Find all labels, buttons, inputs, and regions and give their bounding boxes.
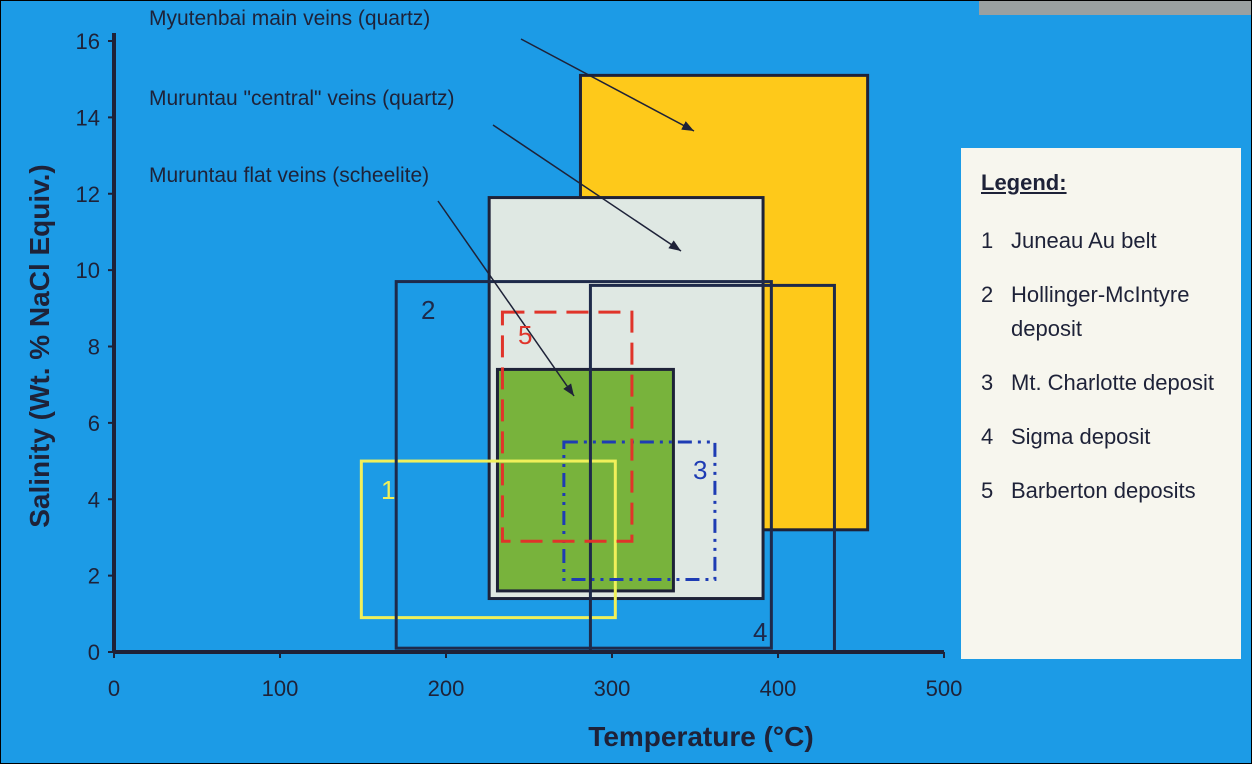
legend-label: Mt. Charlotte deposit <box>1011 370 1214 395</box>
box-label: 5 <box>518 320 532 350</box>
legend: Legend: 1 Juneau Au belt 2 Hollinger-McInty… <box>961 148 1241 659</box>
legend-title: Legend: <box>981 170 1067 195</box>
y-tick-label: 2 <box>88 564 100 589</box>
x-tick-label: 200 <box>428 676 465 701</box>
box-annotation: Myutenbai main veins (quartz) <box>149 7 430 30</box>
annotation-arrow <box>492 124 682 252</box>
legend-entry: 1 Juneau Au belt <box>981 224 1231 258</box>
legend-entry: 5 Barberton deposits <box>981 474 1231 508</box>
range-box <box>500 310 634 543</box>
range-box <box>495 367 675 593</box>
y-axis-label: Salinity (Wt. % NaCl Equiv.) <box>24 164 55 528</box>
range-box <box>359 459 617 620</box>
box-label: 4 <box>753 617 767 647</box>
legend-entry: 4 Sigma deposit <box>981 420 1231 454</box>
box-label: 1 <box>381 475 395 505</box>
x-tick-label: 100 <box>262 676 299 701</box>
x-tick-label: 400 <box>760 676 797 701</box>
y-tick-label: 12 <box>76 182 100 207</box>
y-tick-label: 16 <box>76 29 100 54</box>
y-tick-label: 6 <box>88 411 100 436</box>
legend-entry: 2 Hollinger-McIntyre deposit <box>981 278 1231 346</box>
photo-corner <box>979 1 1251 15</box>
legend-label: Hollinger-McIntyre deposit <box>1011 282 1190 341</box>
legend-number: 2 <box>981 282 994 307</box>
legend-number: 4 <box>981 424 994 449</box>
annotation-arrow <box>520 38 695 132</box>
legend-number: 3 <box>981 370 994 395</box>
box-annotation: Muruntau "central" veins (quartz) <box>149 87 455 110</box>
box-label: 3 <box>693 455 707 485</box>
x-axis-label: Temperature (°C) <box>588 721 813 752</box>
legend-label: Juneau Au belt <box>1011 228 1157 253</box>
x-tick-label: 500 <box>926 676 963 701</box>
annotation-arrow <box>437 200 575 397</box>
y-tick-label: 10 <box>76 258 100 283</box>
x-tick-label: 0 <box>108 676 120 701</box>
legend-number: 5 <box>981 478 994 503</box>
y-tick-label: 8 <box>88 335 100 360</box>
box-label: 2 <box>421 295 435 325</box>
x-tick-label: 300 <box>594 676 631 701</box>
range-box <box>562 440 717 581</box>
y-tick-label: 14 <box>76 105 100 130</box>
y-tick-label: 0 <box>88 640 100 665</box>
range-box <box>394 280 773 650</box>
legend-entry: 3 Mt. Charlotte deposit <box>981 366 1231 400</box>
legend-number: 1 <box>981 228 994 253</box>
box-annotation: Muruntau flat veins (scheelite) <box>149 164 429 187</box>
legend-label: Sigma deposit <box>1011 424 1151 449</box>
y-tick-label: 4 <box>88 487 100 512</box>
legend-label: Barberton deposits <box>1011 478 1196 503</box>
